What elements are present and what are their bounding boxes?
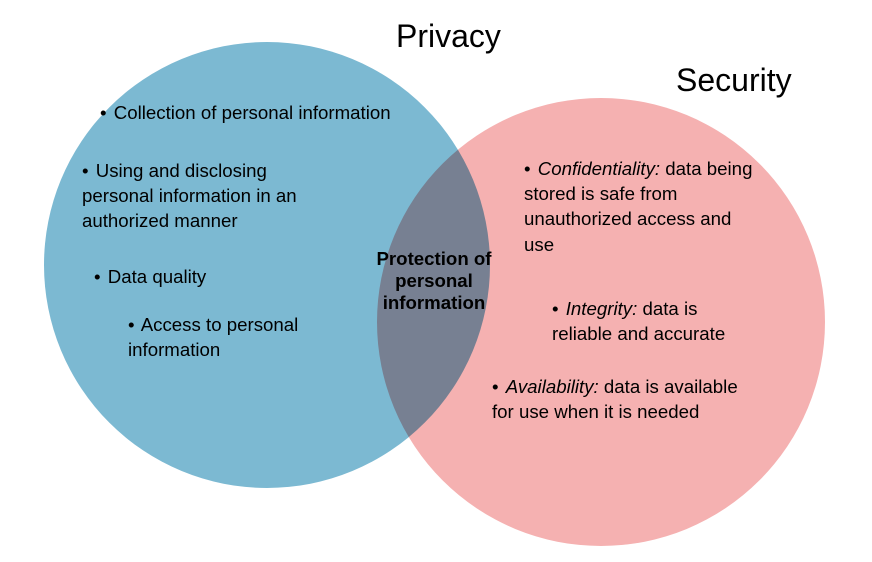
list-item: • Access to personal information [128,312,318,362]
item-term: Availability: [506,376,599,397]
item-text: Using and disclosing personal informatio… [82,160,297,231]
security-title: Security [676,62,792,99]
list-item: • Using and disclosing personal informat… [82,158,342,234]
item-term: Confidentiality: [538,158,660,179]
privacy-title: Privacy [396,18,501,55]
list-item: • Availability: data is available for us… [492,374,762,424]
bullet-icon: • [552,298,561,319]
list-item: • Confidentiality: data being stored is … [524,156,754,257]
item-term: Integrity: [566,298,638,319]
venn-diagram: Privacy Security Protection of personal … [0,0,872,562]
item-text: Collection of personal information [114,102,391,123]
bullet-icon: • [94,266,103,287]
bullet-icon: • [492,376,501,397]
bullet-icon: • [100,102,109,123]
list-item: • Data quality [94,264,274,289]
overlap-label: Protection of personal information [364,248,504,314]
list-item: • Integrity: data is reliable and accura… [552,296,762,346]
bullet-icon: • [82,160,91,181]
list-item: • Collection of personal information [100,100,400,125]
bullet-icon: • [524,158,533,179]
item-text: Data quality [108,266,207,287]
bullet-icon: • [128,314,137,335]
item-text: Access to personal information [128,314,298,360]
